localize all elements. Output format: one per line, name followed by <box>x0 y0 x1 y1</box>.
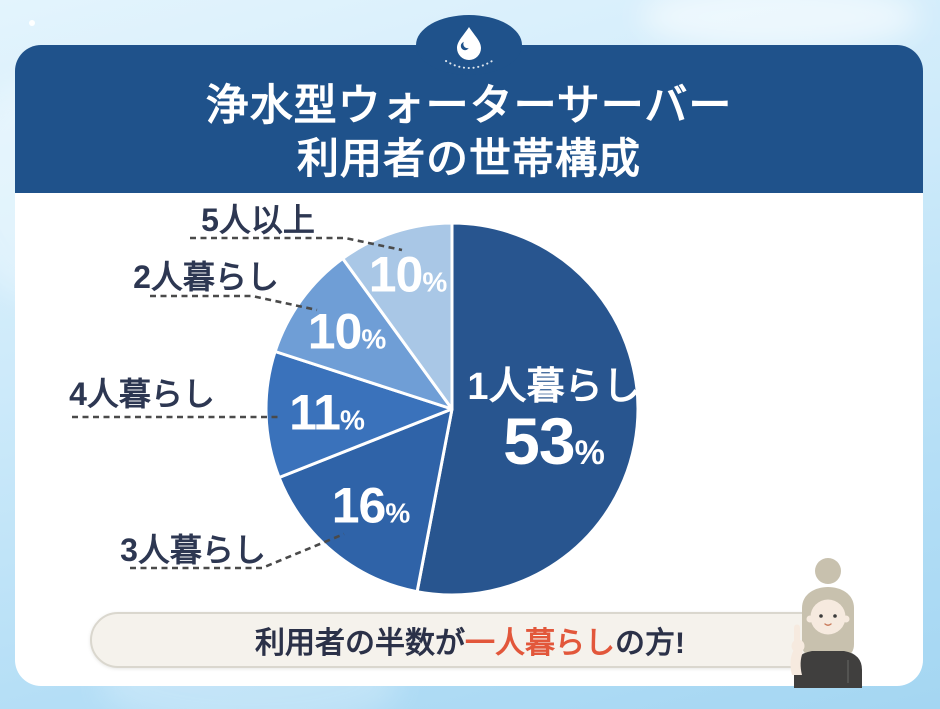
sparkle-decoration <box>29 20 35 26</box>
page-title-line2: 利用者の世帯構成 <box>296 137 641 184</box>
person-illustration <box>790 558 862 688</box>
callout-banner: 利用者の半数が 一人暮らし の方! <box>90 612 850 668</box>
callout-text-suffix: の方! <box>615 627 685 660</box>
callout-highlight: 一人暮らし <box>465 627 615 660</box>
header-bump <box>416 15 522 75</box>
label-4person: 4人暮らし <box>69 376 215 412</box>
label-3person: 3人暮らし <box>120 532 266 568</box>
header-banner: 浄水型ウォーターサーバー 利用者の世帯構成 <box>15 15 923 193</box>
label-5plus: 5人以上 <box>201 202 315 238</box>
page-title: 浄水型ウォーターサーバー 利用者の世帯構成 <box>15 79 923 188</box>
callout-text: 利用者の半数が <box>255 627 465 660</box>
page-title-line1: 浄水型ウォーターサーバー <box>205 83 733 130</box>
content-card: 浄水型ウォーターサーバー 利用者の世帯構成 <box>15 15 923 686</box>
label-2person: 2人暮らし <box>133 259 279 295</box>
water-drop-icon <box>445 27 493 69</box>
